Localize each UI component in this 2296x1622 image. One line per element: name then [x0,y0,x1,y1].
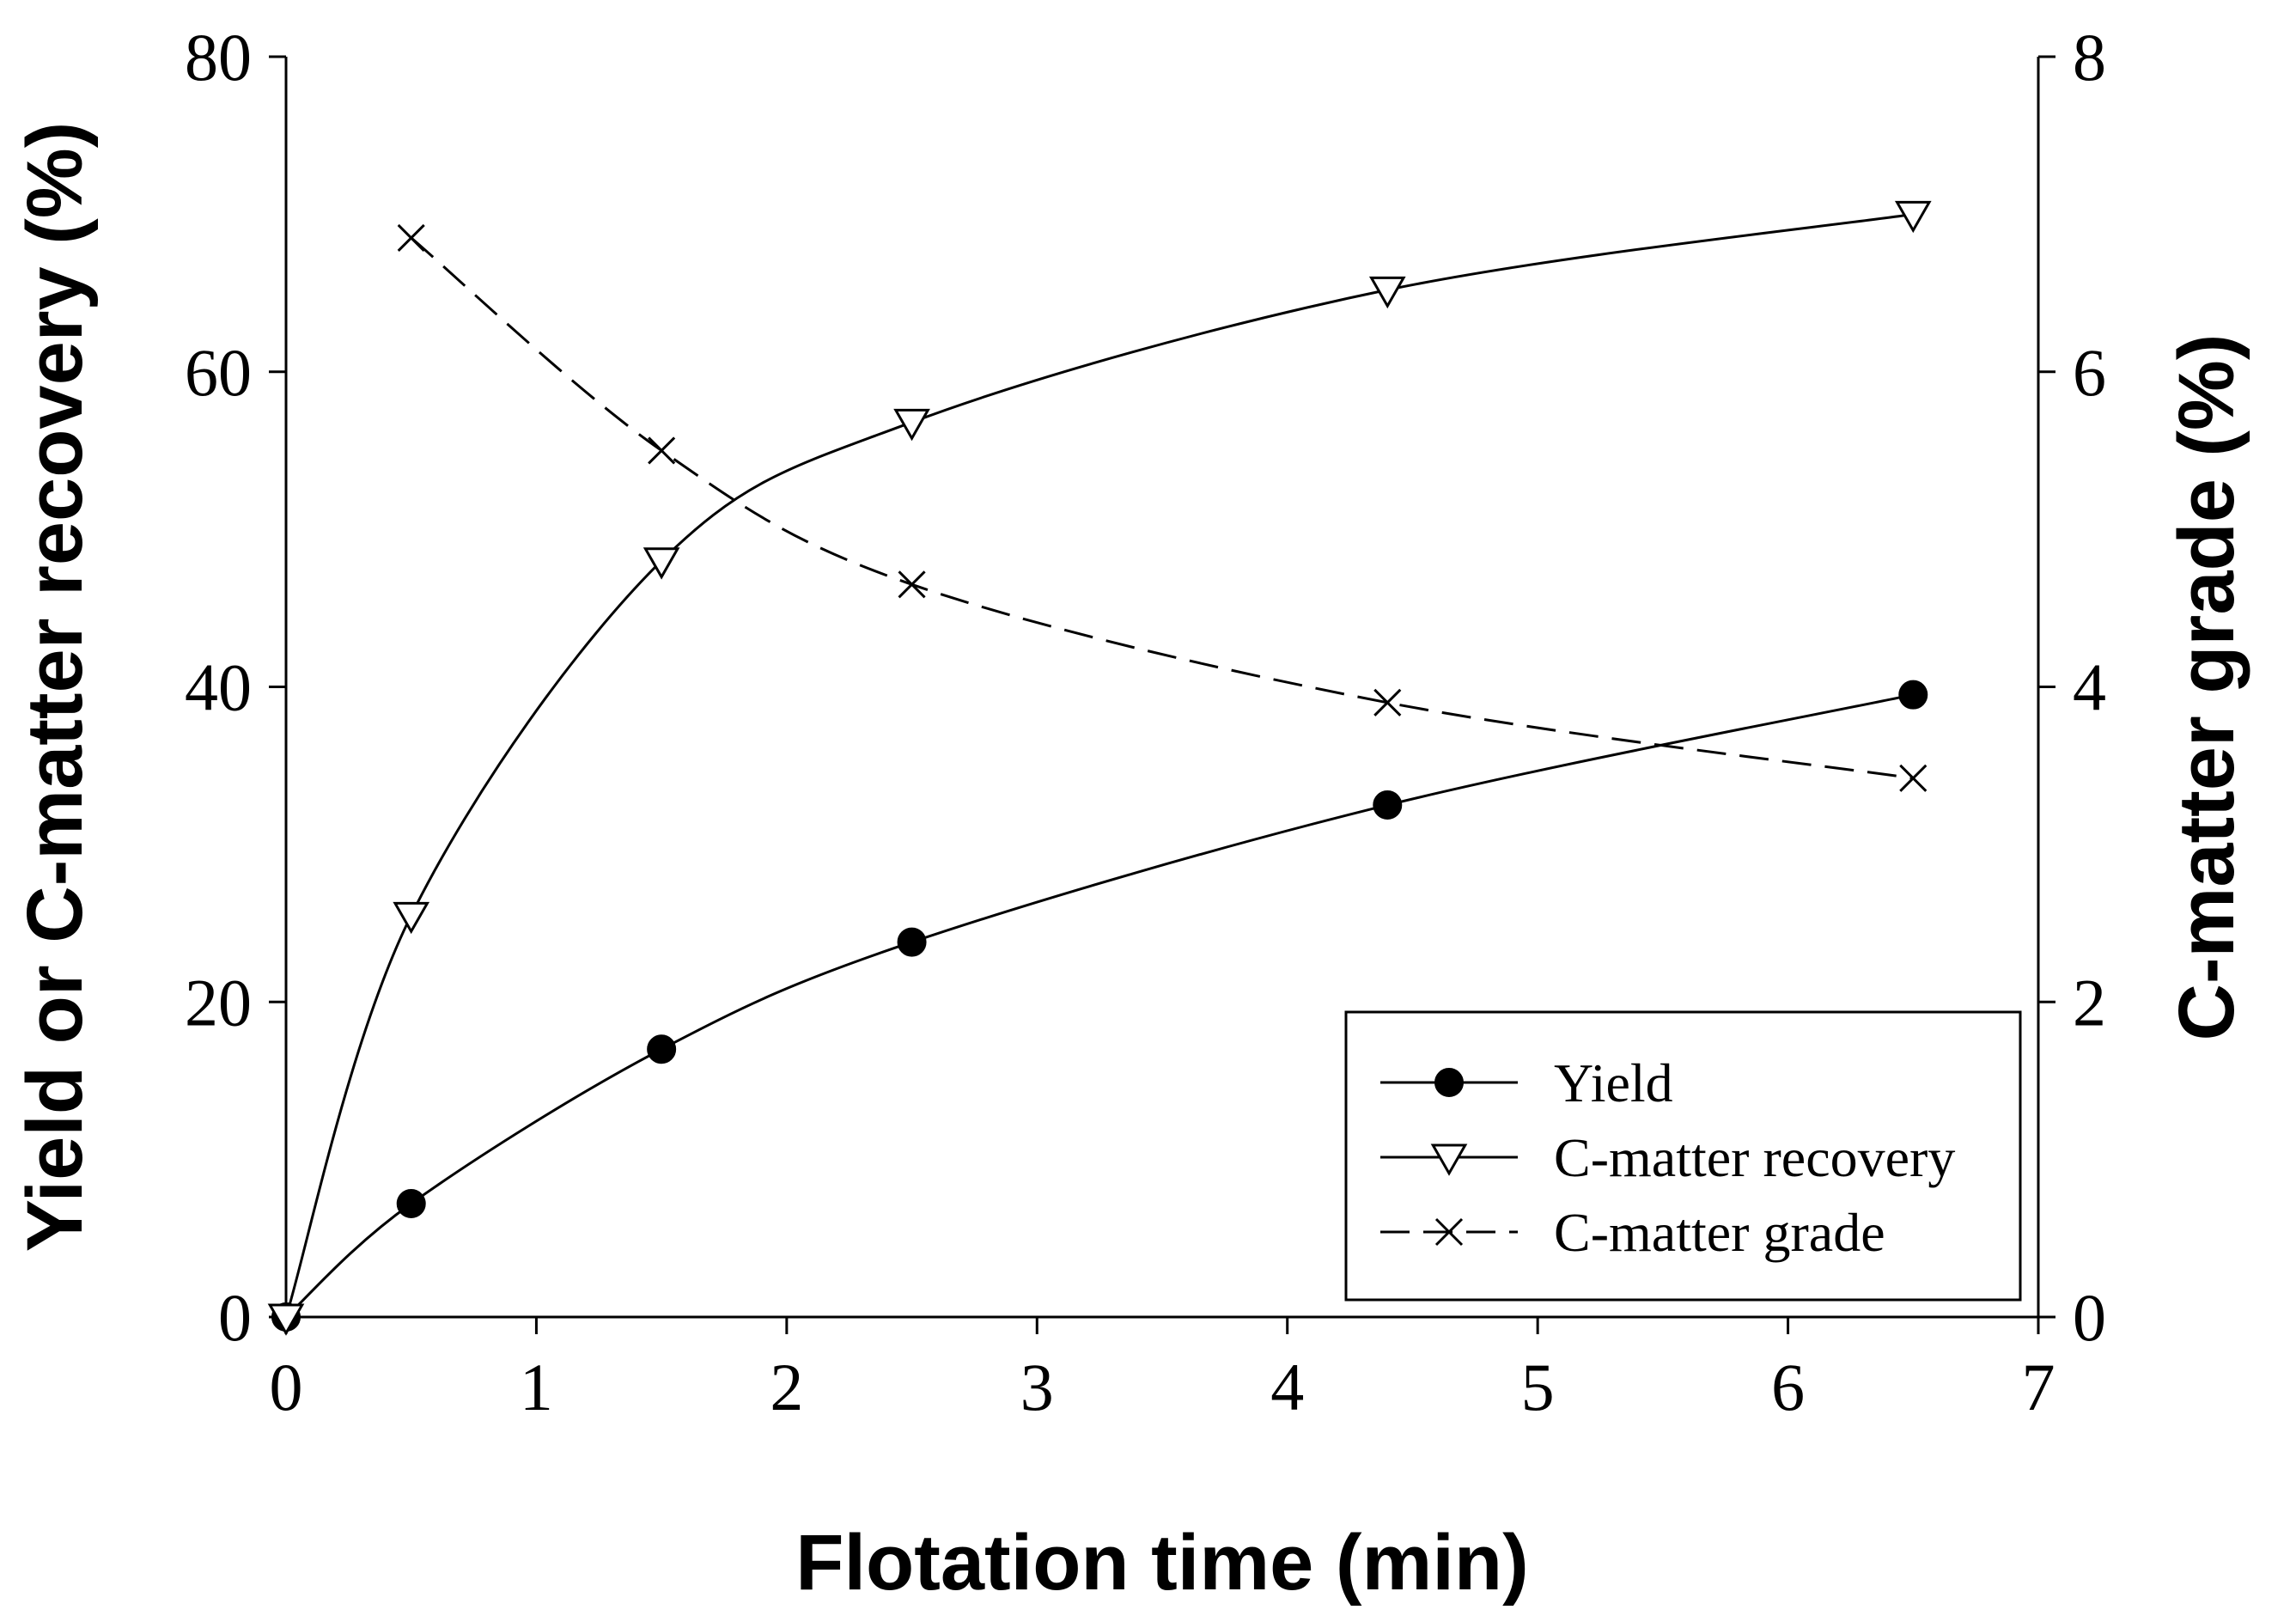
x-tick-label: 7 [2022,1350,2055,1424]
x-tick-label: 5 [1521,1350,1555,1424]
x-tick-label: 4 [1270,1350,1304,1424]
legend-marker-c-matter-grade [1434,1217,1464,1247]
x-tick-label: 3 [1020,1350,1054,1424]
right-y-tick-label: 2 [2073,965,2106,1040]
legend: Yield C-matter recovery C-matter grade [1344,1010,2022,1302]
data-point-c-matter-recovery [1894,200,1932,234]
legend-marker-c-matter-recovery [1430,1143,1468,1176]
left-y-axis-title: Yield or C-matter recovery (%) [11,122,99,1253]
data-point-c-matter-grade [648,436,676,465]
legend-marker-yield [1434,1068,1464,1097]
data-point-yield [897,927,927,957]
left-y-tick-label: 40 [185,650,252,725]
data-point-yield [396,1188,426,1218]
left-y-tick-label: 20 [185,965,252,1040]
x-tick-label: 1 [520,1350,553,1424]
data-point-c-matter-grade [898,570,926,599]
legend-label-yield: Yield [1554,1052,1673,1113]
right-y-tick-label: 0 [2073,1280,2106,1355]
legend-label-c-matter-recovery: C-matter recovery [1554,1127,1955,1188]
data-point-c-matter-recovery [893,408,930,442]
left-y-tick-label: 80 [185,20,252,95]
x-axis-title: Flotation time (min) [795,1519,1528,1607]
data-point-c-matter-recovery [643,547,680,580]
left-y-tick-label: 0 [218,1280,252,1355]
right-y-tick-label: 4 [2073,650,2106,725]
data-point-c-matter-grade [1373,688,1402,716]
plot-area [267,200,1932,1336]
series-line-c-matter-recovery [284,212,1914,1318]
right-y-tick-label: 6 [2073,335,2106,410]
x-tick-label: 6 [1771,1350,1805,1424]
data-point-c-matter-recovery [267,1303,305,1336]
data-point-c-matter-grade [397,223,425,252]
right-y-tick-label: 8 [2073,20,2106,95]
data-point-c-matter-recovery [393,901,430,935]
data-point-yield [647,1034,677,1064]
left-y-tick-label: 60 [185,335,252,410]
data-point-yield [1898,680,1928,710]
data-point-c-matter-grade [1899,764,1928,792]
data-point-c-matter-recovery [1368,276,1406,309]
data-point-yield [1373,790,1403,820]
right-y-axis-title: C-matter grade (%) [2163,333,2250,1040]
legend-label-c-matter-grade: C-matter grade [1554,1202,1885,1263]
x-tick-label: 0 [270,1350,303,1424]
x-tick-label: 2 [770,1350,803,1424]
series-line-c-matter-grade [410,236,1914,780]
